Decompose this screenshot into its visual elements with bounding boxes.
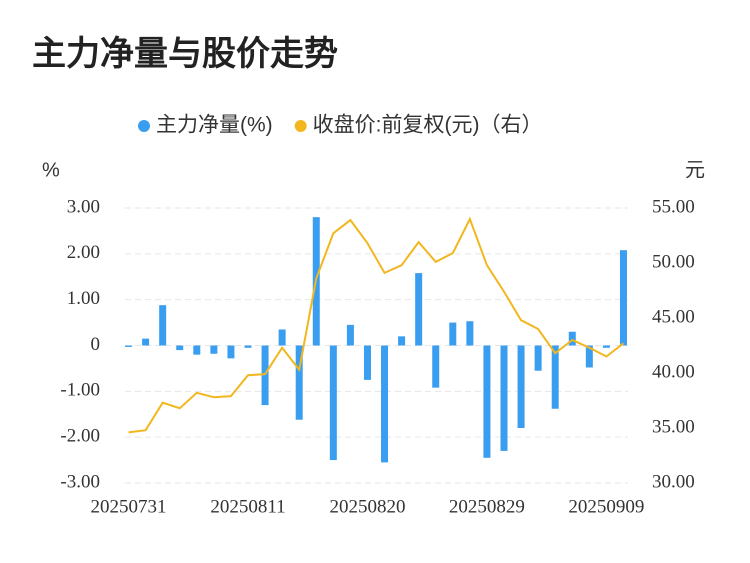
chart-title: 主力净量与股价走势 (32, 35, 338, 73)
bar (329, 345, 337, 461)
bar (125, 345, 133, 347)
y2-tick-label: 45.00 (652, 306, 695, 327)
x-tick-label: 20250731 (91, 496, 167, 517)
bar (449, 322, 457, 346)
y2-axis-label: 元 (685, 159, 705, 181)
y2-tick-label: 35.00 (652, 416, 695, 437)
y-tick-label: 1.00 (67, 288, 100, 309)
y2-tick-label: 50.00 (652, 251, 695, 272)
price-line (128, 216, 625, 434)
bar (159, 305, 167, 346)
y-tick-label: 3.00 (67, 196, 100, 217)
bar (483, 345, 491, 458)
bar (278, 329, 286, 346)
bar (466, 321, 474, 346)
bar (415, 273, 423, 346)
bar (193, 345, 201, 355)
legend-marker (138, 120, 150, 132)
bar (142, 338, 150, 346)
bar (261, 345, 269, 406)
y2-tick-label: 30.00 (652, 471, 695, 492)
bar (500, 345, 508, 451)
y-tick-label: -2.00 (60, 426, 100, 447)
legend-label: 主力净量(%) (156, 114, 273, 137)
bar (398, 336, 406, 346)
bar (176, 345, 184, 351)
y2-tick-label: 55.00 (652, 196, 695, 217)
x-tick-label: 20250811 (210, 496, 285, 517)
y-tick-label: 0 (91, 334, 101, 355)
bar (432, 345, 440, 388)
x-tick-label: 20250909 (568, 496, 644, 517)
bar (619, 250, 627, 346)
bar (295, 345, 303, 420)
y-tick-label: 2.00 (67, 242, 100, 263)
bar (381, 345, 389, 463)
bar (568, 331, 576, 346)
y-tick-label: -3.00 (60, 471, 100, 492)
y2-tick-label: 40.00 (652, 361, 695, 382)
bar (363, 345, 371, 380)
bar (517, 345, 525, 428)
bar (534, 345, 542, 371)
bar (210, 345, 218, 354)
y-axis-label: % (42, 159, 60, 181)
bar (602, 345, 610, 348)
x-tick-label: 20250820 (329, 496, 405, 517)
y-tick-label: -1.00 (60, 380, 100, 401)
x-tick-label: 20250829 (449, 496, 525, 517)
bar (244, 345, 252, 348)
legend-label: 收盘价:前复权(元)（右） (313, 114, 543, 137)
bar (585, 345, 593, 368)
bar (551, 345, 559, 409)
legend-marker (294, 120, 307, 132)
bar (227, 345, 235, 359)
bar (346, 324, 354, 346)
